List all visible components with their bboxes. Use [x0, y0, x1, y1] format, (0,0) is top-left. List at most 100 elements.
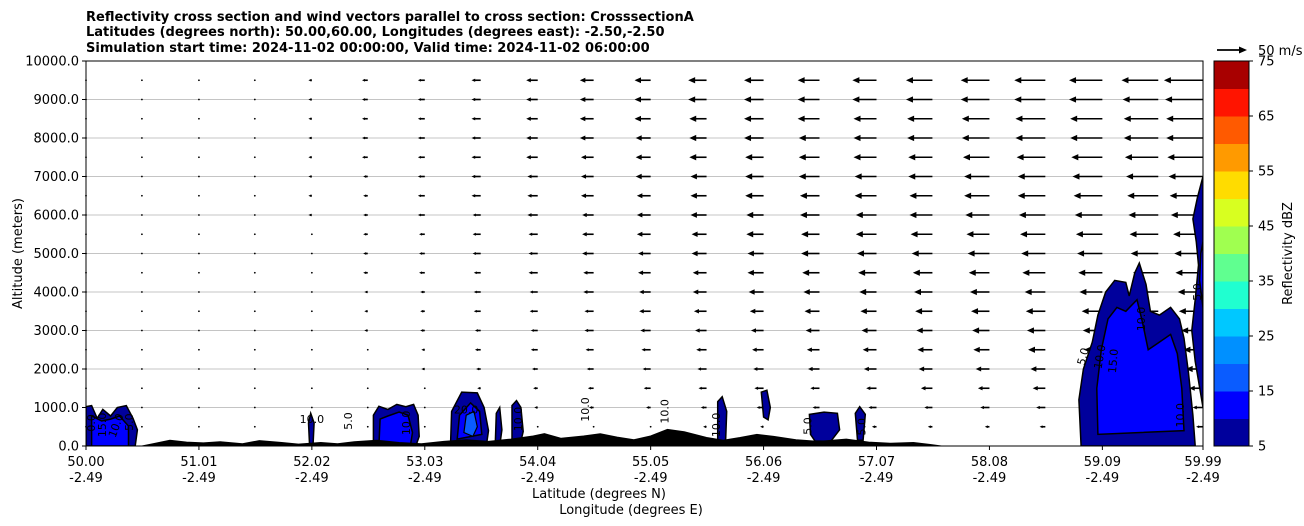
wind-vector — [423, 387, 426, 390]
wind-vector-head — [533, 386, 537, 390]
wind-vector-head — [472, 213, 476, 217]
wind-vector — [362, 78, 368, 82]
colorbar-tick-label: 55 — [1258, 165, 1275, 180]
wind-vector-head — [748, 289, 755, 295]
wind-vector — [362, 117, 368, 121]
reflectivity-cell — [854, 405, 867, 441]
wind-vector-head — [421, 348, 425, 352]
wind-vector — [911, 250, 933, 257]
wind-vector — [477, 386, 481, 390]
wind-vector-head — [420, 290, 424, 294]
wind-vector-head — [1178, 308, 1186, 315]
wind-vector-head — [471, 174, 476, 179]
wind-vector — [695, 328, 707, 333]
wind-vector — [1073, 192, 1103, 199]
wind-vector — [912, 269, 933, 276]
wind-vector — [198, 368, 200, 370]
wind-vector-head — [807, 366, 813, 372]
wind-vector-head — [760, 425, 764, 429]
wind-vector-head — [526, 116, 531, 121]
wind-vector-head — [471, 117, 476, 121]
reflectivity-cell — [1191, 176, 1203, 408]
wind-vector-head — [909, 211, 917, 219]
wind-vector-head — [634, 96, 641, 103]
wind-vector — [984, 425, 990, 429]
contour-label: 10.0 — [1092, 344, 1109, 370]
wind-vector-head — [1166, 115, 1174, 122]
wind-vector — [853, 134, 877, 142]
wind-vector-head — [862, 347, 869, 353]
wind-vector-head — [1177, 288, 1185, 296]
wind-vector-head — [417, 98, 421, 101]
wind-vector-head — [908, 173, 916, 180]
wind-vector — [141, 329, 143, 332]
wind-vector — [1021, 250, 1046, 257]
colorbar-band — [1214, 336, 1249, 364]
wind-vector-head — [797, 115, 805, 122]
wind-vector — [198, 194, 200, 197]
x-tick-lon-label: -2.49 — [408, 471, 442, 486]
wind-vector-head — [419, 252, 423, 255]
wind-vector — [471, 136, 481, 140]
wind-vector-head — [639, 289, 644, 295]
wind-vector — [141, 406, 143, 409]
wind-vector-head — [1016, 154, 1024, 161]
wind-vector-head — [1081, 308, 1089, 315]
wind-vector — [253, 214, 256, 216]
wind-vector-head — [1170, 211, 1178, 219]
wind-vector-head — [1021, 250, 1029, 257]
wind-vector — [1122, 96, 1159, 103]
wind-vector-head — [692, 270, 699, 276]
wind-vector — [587, 386, 594, 390]
wind-vector — [419, 252, 425, 255]
wind-vector-head — [914, 288, 922, 296]
wind-vector-head — [635, 135, 642, 141]
wind-vector-head — [688, 77, 696, 84]
wind-vector-head — [690, 192, 697, 199]
wind-vector-head — [1196, 425, 1200, 429]
wind-vector — [760, 425, 764, 429]
x-tick-lon-label: -2.49 — [860, 471, 894, 486]
wind-vector — [690, 192, 707, 199]
wind-vector-head — [637, 251, 644, 256]
wind-vector-head — [527, 193, 532, 198]
wind-vector — [310, 387, 313, 390]
wind-vector-head — [643, 386, 647, 390]
wind-vector-head — [308, 155, 312, 159]
wind-vector-head — [1036, 405, 1040, 410]
wind-vector — [419, 271, 425, 275]
wind-vector-head — [852, 96, 860, 103]
wind-vector-head — [753, 367, 758, 371]
x-axis-label: Latitude (degrees N) — [532, 487, 666, 502]
colorbar: 5 15 25 35 45 55 65 75 — [1214, 55, 1275, 455]
wind-vector — [527, 213, 538, 217]
wind-vector-head — [984, 425, 988, 429]
x-tick-lon-label: -2.49 — [973, 471, 1007, 486]
wind-vector-head — [700, 406, 704, 409]
wind-vector-head — [689, 154, 697, 161]
wind-vector — [308, 78, 312, 82]
wind-vector — [698, 386, 707, 390]
wind-vector — [530, 329, 538, 332]
reflectivity-contour-5 — [760, 389, 772, 422]
wind-vector-head — [477, 386, 481, 390]
wind-vector-head — [420, 329, 424, 332]
wind-vector — [1075, 231, 1103, 238]
x-axis-label-2: Longitude (degrees E) — [559, 503, 703, 518]
wind-vector-head — [308, 98, 312, 101]
wind-vector-head — [866, 386, 871, 391]
wind-vector-head — [1124, 154, 1132, 161]
wind-vector — [253, 233, 256, 236]
wind-vector-head — [527, 174, 532, 179]
wind-vector-head — [526, 97, 531, 102]
wind-vector — [927, 425, 933, 429]
x-tick-lon-label: -2.49 — [521, 471, 555, 486]
wind-vector — [696, 347, 707, 352]
wind-vector — [637, 270, 651, 276]
wind-vector-head — [526, 155, 531, 160]
wind-vector-head — [579, 97, 586, 102]
wind-vector — [198, 310, 200, 313]
wind-vector — [693, 308, 707, 314]
wind-vector-head — [417, 194, 421, 198]
wind-vector-head — [863, 366, 869, 372]
